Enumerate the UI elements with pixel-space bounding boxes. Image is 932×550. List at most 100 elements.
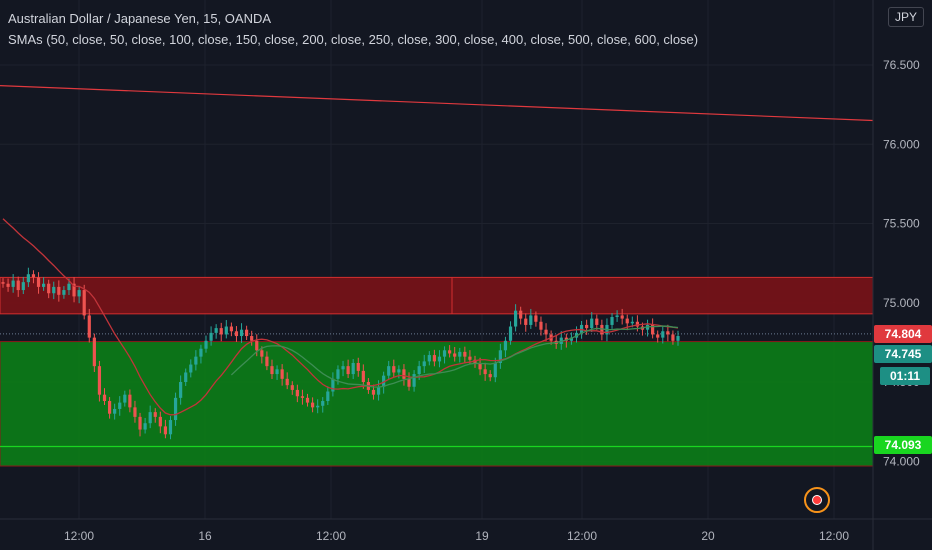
candle-body (97, 366, 102, 395)
candle-body (676, 336, 680, 341)
candle-body (493, 362, 497, 378)
candle-body (356, 362, 360, 371)
candle-body (285, 378, 289, 386)
candle-body (107, 401, 112, 414)
candle-body (519, 310, 523, 319)
candle-body (382, 375, 386, 387)
candle-body (666, 331, 670, 335)
candle-body (123, 394, 127, 403)
candle-body (498, 350, 502, 363)
candle-body (295, 389, 299, 397)
candle-body (483, 369, 487, 375)
resistance-zone (0, 276, 874, 315)
candle-body (529, 315, 533, 325)
candle-body (534, 315, 538, 322)
candle-body (148, 412, 152, 424)
price-tag-red: 74.804 (874, 325, 932, 343)
candle-body (239, 329, 244, 337)
candle-body (57, 286, 61, 295)
candle-body (524, 318, 528, 325)
candle-body (585, 324, 589, 329)
candle-body (138, 416, 142, 430)
candle-body (579, 324, 584, 333)
candle-body (412, 374, 416, 387)
candle-body (331, 378, 335, 392)
candle-body (219, 328, 223, 335)
candle-body (194, 356, 198, 365)
candle-body (31, 274, 36, 278)
candle-body (346, 366, 350, 375)
candle-body (163, 426, 168, 435)
candle-body (630, 321, 634, 324)
candle-body (448, 350, 452, 354)
candle-body (1, 282, 5, 284)
candle-body (361, 370, 365, 382)
candle-body (508, 326, 513, 341)
candle-body (133, 407, 137, 417)
candle-body (305, 397, 310, 403)
candle-body (158, 416, 162, 427)
candle-body (427, 355, 431, 362)
bar-countdown: 01:11 (880, 367, 930, 385)
candle-body (376, 386, 381, 395)
sma-red-line (2, 218, 679, 416)
candle-body (280, 369, 284, 379)
candle-body (513, 310, 518, 327)
candle-body (214, 328, 218, 333)
candle-body (595, 318, 599, 325)
candle-body (442, 350, 447, 357)
candle-body (77, 290, 81, 297)
candle-body (625, 318, 629, 324)
x-tick-label: 12:00 (567, 529, 597, 543)
candle-body (173, 397, 178, 421)
candle-body (387, 366, 391, 376)
candle-body (62, 290, 66, 295)
candle-body (184, 372, 188, 382)
candle-body (260, 350, 264, 357)
candle-body (245, 329, 249, 337)
candle-body (600, 324, 604, 335)
candle-body (209, 332, 213, 341)
candle-body (610, 317, 614, 325)
candle-body (539, 321, 543, 330)
candle-body (615, 315, 619, 318)
candle-body (153, 412, 157, 417)
candle-body (432, 355, 436, 362)
x-tick-label: 12:00 (819, 529, 849, 543)
candle-body (371, 389, 376, 395)
candle-body (437, 356, 442, 362)
currency-button[interactable]: JPY (888, 7, 924, 27)
y-tick-label: 76.500 (883, 58, 920, 72)
record-icon (812, 495, 822, 505)
candle-body (544, 329, 548, 335)
candle-body (326, 391, 330, 402)
candle-body (453, 353, 457, 357)
sma-indicator-legend[interactable]: SMAs (50, close, 50, close, 100, close, … (8, 32, 699, 47)
candle-body (82, 290, 86, 316)
candle-body (102, 394, 107, 402)
candle-body (316, 405, 320, 408)
candle-body (564, 337, 568, 341)
x-tick-label: 12:00 (64, 529, 94, 543)
candle-body (47, 283, 51, 294)
candle-body (118, 402, 122, 409)
candle-body (92, 337, 96, 367)
candle-body (87, 315, 91, 338)
candle-body (661, 331, 665, 338)
candle-body (189, 364, 193, 373)
y-tick-label: 75.000 (883, 296, 920, 310)
record-button[interactable] (804, 487, 830, 513)
candle-body (407, 378, 411, 387)
price-tag-green: 74.093 (874, 436, 932, 454)
candle-body (199, 348, 203, 357)
candle-body (36, 277, 41, 287)
candle-body (255, 340, 259, 351)
candle-body (341, 366, 345, 370)
candle-body (336, 369, 340, 379)
candle-body (321, 401, 325, 406)
candle-body (478, 362, 482, 370)
candle-body (128, 394, 132, 408)
candle-body (310, 402, 315, 408)
candle-body (143, 423, 147, 430)
